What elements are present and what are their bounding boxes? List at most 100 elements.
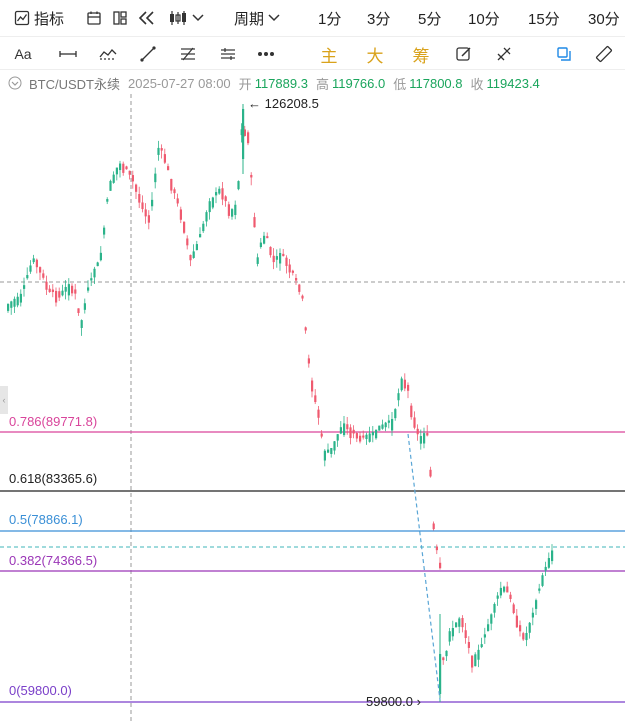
candle-body [333,441,336,451]
parallel-lines-icon [219,45,237,63]
candle-body [474,654,477,667]
candle-body [391,419,394,431]
candle-body [349,427,352,439]
candle [19,289,22,307]
candle [234,200,237,220]
candle [227,201,230,219]
candle-body [227,204,230,216]
interval-10m[interactable]: 10分 [468,10,500,28]
main-force-button[interactable]: 主 [320,46,338,66]
period-label: 周期 [234,10,265,28]
candle-body [288,264,291,273]
candle-body [71,285,74,294]
candle-body [19,293,22,303]
candle [413,411,416,430]
horizontal-line-tool[interactable] [54,37,82,71]
rewind-icon [137,10,157,26]
pattern-tool[interactable] [94,37,122,71]
candle-body [7,304,10,311]
candle [435,544,438,555]
fib-level-0786-label: 0.786(89771.8) [9,414,98,429]
candle-body [435,546,438,551]
more-tools-button[interactable] [252,37,280,71]
chart-canvas[interactable] [0,94,625,724]
candle [493,602,496,618]
chips-button[interactable]: 筹 [412,46,430,66]
interval-1m[interactable]: 1分 [318,10,342,28]
collapse-chevron-icon[interactable] [8,76,22,90]
candle [176,193,179,207]
candle-body [90,278,93,281]
candle-body [263,235,266,244]
candle [10,300,13,315]
parallel-channel-tool[interactable] [214,37,242,71]
text-tool-button[interactable]: Aa [8,37,38,71]
candle [115,167,118,181]
period-dropdown[interactable]: 周期 [234,0,280,36]
candle-body [432,523,435,530]
trend-line-tool[interactable] [134,37,162,71]
fibonacci-tool[interactable] [174,37,202,71]
candle-body [371,431,374,436]
candle [224,195,227,207]
high-label: 高 [315,76,329,92]
left-panel-handle[interactable]: ‹ [0,386,8,414]
candle-body [221,188,224,200]
candle-body [160,148,163,151]
candle [496,592,499,606]
interval-3m[interactable]: 3分 [367,10,391,28]
candle [243,125,246,137]
magnet-button[interactable] [550,37,578,71]
indicators-button[interactable]: 指标 [14,0,64,36]
chart-type-button[interactable] [168,0,204,36]
candle [439,557,442,570]
interval-5m[interactable]: 5分 [418,10,442,28]
candle [74,283,77,300]
candle [77,308,80,316]
clear-drawings-button[interactable] [490,37,518,71]
edit-button[interactable] [450,37,478,71]
candle [474,652,477,667]
rewind-button[interactable] [137,0,157,36]
interval-30m[interactable]: 30分 [588,10,620,28]
interval-15m[interactable]: 15分 [528,10,560,28]
candle-body [455,622,458,628]
drawing-toolbar: Aa 主 大 筹 [0,36,625,70]
candle-body [295,277,298,281]
candle-body [250,174,253,178]
candle-body [240,129,243,136]
candle-body [67,284,70,296]
template-button[interactable] [86,0,102,36]
candle [253,212,256,228]
candle [311,377,314,398]
candle [131,170,134,189]
candle [179,206,182,224]
candlestick-chart[interactable]: ‹ 0.786(89771.8) 0.618(83365.6) 0.5(7886… [0,94,625,724]
candle [298,283,301,295]
candle [259,238,262,249]
candle-body [426,433,429,436]
candle-body [39,267,42,273]
candle [317,405,320,425]
candle [410,403,413,420]
candle [375,429,378,440]
candle-body [199,234,202,238]
candle-body [493,603,496,613]
candle-body [135,184,138,192]
candle [365,432,368,445]
text-tool-label: Aa [14,46,32,62]
candle-body [74,289,77,294]
candle-body [103,227,106,235]
candle [109,179,112,191]
eraser-icon [495,45,513,63]
candle-body [519,625,522,632]
layout-button[interactable] [112,0,128,36]
candle [314,389,317,405]
candle-body [387,420,390,423]
large-order-button[interactable]: 大 [366,46,384,66]
ruler-button[interactable] [590,37,618,71]
copy-icon [555,45,573,63]
candle-body [304,327,307,331]
candle-body [419,436,422,444]
candle-body [407,384,410,391]
